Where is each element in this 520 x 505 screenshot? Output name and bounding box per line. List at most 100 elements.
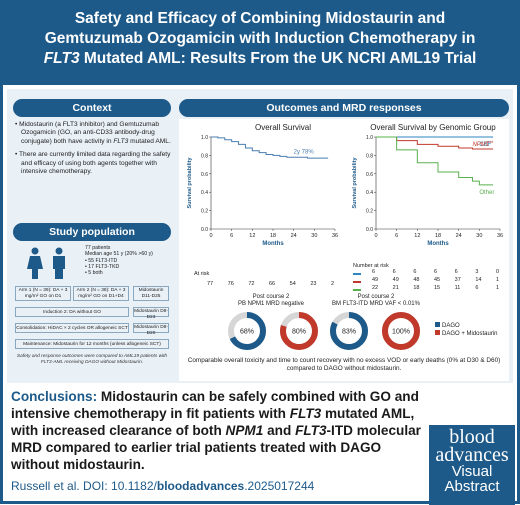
os-at-risk-value: 76 <box>227 281 234 287</box>
legend-mido-swatch <box>435 330 440 335</box>
donut-label: 83% <box>342 329 356 336</box>
at-risk-row-swatch <box>353 289 361 291</box>
group-at-risk-value: 49 <box>372 277 379 283</box>
y-axis-label: Survival probability <box>352 157 358 209</box>
tkd-count: • 17 FLT3-TKD <box>85 263 120 270</box>
donut-label: 68% <box>240 329 254 336</box>
group-at-risk-value: 14 <box>475 277 482 283</box>
legend-dago-label: DAGO <box>442 323 460 329</box>
x-tick-label: 36 <box>332 233 338 239</box>
y-tick-label: 0.6 <box>201 172 208 178</box>
x-tick-label: 0 <box>374 233 377 239</box>
group-at-risk-value: 6 <box>475 285 479 291</box>
x-tick-label: 36 <box>497 233 503 239</box>
os-at-risk-value: 23 <box>310 281 317 287</box>
y-tick-label: 0.2 <box>201 209 208 215</box>
conclusion: Conclusions: Midostaurin can be safely c… <box>7 386 513 498</box>
group-at-risk-value: 18 <box>413 285 420 291</box>
os-chart-title: Overall Survival <box>254 123 311 132</box>
group-chart-title: Overall Survival by Genomic Group <box>370 123 496 132</box>
group-at-risk-value: 21 <box>392 285 399 291</box>
x-tick-label: 12 <box>249 233 255 239</box>
y-tick-label: 0.0 <box>201 227 208 233</box>
consolidation-box: Consolidation: HiDAC × 2 cycles OR allog… <box>15 323 129 333</box>
donut-label: 100% <box>392 329 410 336</box>
x-axis-label: Months <box>427 241 449 247</box>
group-at-risk-value: 6 <box>434 269 438 275</box>
title-line-2: Gemtuzumab Ozogamicin with Induction Che… <box>44 30 476 47</box>
os-survival-line <box>211 136 329 159</box>
study-heading: Study population <box>13 223 171 241</box>
y-tick-label: 1.0 <box>366 135 373 141</box>
context-heading: Context <box>13 99 171 117</box>
legend-cbf: CBF <box>479 142 491 148</box>
both-count: • 5 both <box>85 270 103 277</box>
conclusion-text: Conclusions: Midostaurin can be safely c… <box>11 389 421 472</box>
x-tick-label: 24 <box>456 233 462 239</box>
midostaurin-induction-1: Midostaurin D11-D25 <box>133 286 169 301</box>
group-at-risk-value: 48 <box>413 277 420 283</box>
group-at-risk-value: 6 <box>413 269 417 275</box>
patients-count: 77 patients <box>85 245 111 251</box>
group-at-risk-value: 11 <box>454 285 461 291</box>
itd-count: • 55 FLT3-ITD <box>85 257 118 264</box>
series-line-other <box>376 136 494 186</box>
midostaurin-induction-2: Midostaurin D8-D23 <box>133 307 169 320</box>
group-at-risk-value: 37 <box>454 277 461 283</box>
donut-segment <box>330 312 368 350</box>
legend-npm1: NPM1 <box>472 142 489 148</box>
midostaurin-consolidation: Midostaurin D8-D20 <box>133 323 169 336</box>
os-annotation: 2y 78% <box>294 150 315 156</box>
x-tick-label: 12 <box>414 233 420 239</box>
logo-advances: advances <box>435 444 509 466</box>
group-chart: 0 6 12 18 24 30 36 0.0 0.2 0.4 0.6 0.8 1.0 Months Surv… <box>352 135 503 247</box>
at-risk-row-swatch <box>353 281 361 283</box>
median-age: Median age 51 y (20% >60 y) <box>85 251 153 258</box>
y-tick-label: 0.8 <box>201 153 208 159</box>
outcomes-heading: Outcomes and MRD responses <box>179 99 509 117</box>
x-tick-label: 24 <box>291 233 297 239</box>
donut-segment <box>382 312 420 350</box>
donut-label: 80% <box>292 329 306 336</box>
group-at-risk-value: 6 <box>372 269 376 275</box>
y-tick-label: 0.8 <box>366 153 373 159</box>
group-at-risk-label: Number at risk <box>353 263 389 269</box>
legend-other: Other <box>479 190 494 196</box>
x-tick-label: 30 <box>476 233 482 239</box>
legend-mido-label: DAGO + Midostaurin <box>442 331 498 337</box>
group-at-risk-value: 15 <box>434 285 441 291</box>
donut-segment <box>228 312 266 350</box>
os-at-risk-value: 72 <box>248 281 255 287</box>
arm-1-box: Arm 1 (N = 39): DA + 3 mg/m² GO on D1 <box>15 286 71 301</box>
title-line-1: Safety and Efficacy of Combining Midosta… <box>74 10 446 27</box>
x-tick-label: 18 <box>435 233 441 239</box>
group-at-risk-value: 1 <box>496 277 500 283</box>
mrd-donut-charts: 68% 80% 83% 100% <box>228 312 420 350</box>
logo-visual: Visual <box>451 463 493 480</box>
logo-abstract: Abstract <box>444 478 500 495</box>
y-tick-label: 1.0 <box>201 135 208 141</box>
title-banner: Safety and Efficacy of Combining Midosta… <box>3 3 517 85</box>
y-tick-label: 0.0 <box>366 227 373 233</box>
study-stats: 77 patients Median age 51 y (20% >60 y) … <box>85 245 153 276</box>
y-tick-label: 0.6 <box>366 172 373 178</box>
x-tick-label: 6 <box>395 233 398 239</box>
patient-icons <box>27 247 65 279</box>
context-bullet-2: • There are currently limited data regar… <box>15 151 171 176</box>
legend-npm1-sup: mut <box>486 139 494 144</box>
y-tick-label: 0.4 <box>201 190 208 196</box>
os-at-risk-value: 2 <box>331 281 335 287</box>
pb-mrd-title: Post course 2 PB NPM1 MRD negative <box>237 294 305 307</box>
context-text: • Midostaurin (a FLT3 inhibitor) and Gem… <box>15 121 171 176</box>
blood-advances-logo: blood advances Visual Abstract <box>429 425 515 505</box>
context-bullet-1: • Midostaurin (a FLT3 inhibitor) and Gem… <box>15 121 171 145</box>
x-tick-label: 6 <box>230 233 233 239</box>
group-at-risk-value: 6 <box>392 269 396 275</box>
x-axis-label: Months <box>262 241 284 247</box>
group-at-risk-value: 1 <box>496 285 500 291</box>
title-line-3: FLT3 Mutated AML: Results From the UK NC… <box>43 50 477 67</box>
x-tick-label: 18 <box>270 233 276 239</box>
mrd-footnote: Comparable overall toxicity and time to … <box>187 357 501 372</box>
study-note: Safety and response outcomes were compar… <box>16 354 168 365</box>
